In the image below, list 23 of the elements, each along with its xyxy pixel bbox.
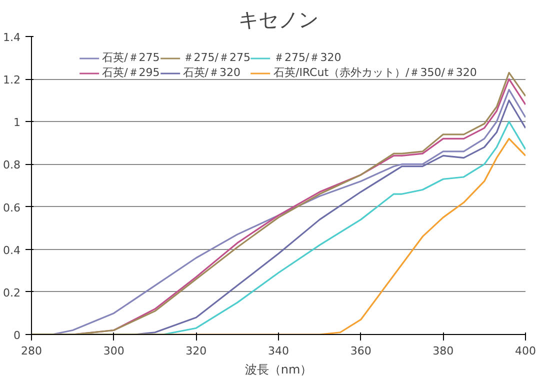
chart-title: キセノン [238,8,318,32]
x-axis-title: 波長（nm） [244,362,312,376]
y-tick-label: 1 [14,116,20,130]
x-tick-label: 400 [515,344,536,358]
x-tick-label: 300 [103,344,124,358]
legend-label: 石英/＃295 [102,65,160,80]
legend-label: 石英/＃320 [182,65,240,80]
legend-label: 石英/IRCut（赤外カット）/＃350/＃320 [273,65,477,80]
y-tick-label: 0 [14,329,20,342]
x-tick-label: 340 [268,344,289,358]
y-tick-label: 0.8 [3,158,21,172]
x-tick-label: 380 [432,344,454,358]
x-tick-label: 360 [350,344,372,358]
y-tick-label: 0.2 [3,286,21,300]
y-tick-label: 0.6 [3,201,21,214]
y-tick-label: 0.4 [3,244,21,257]
legend-label: 石英/＃275 [102,50,160,65]
x-tick-label: 320 [186,344,207,358]
x-tick-label: 280 [21,344,42,358]
y-tick-label: 1.4 [3,31,21,44]
legend-label: ＃275/＃320 [273,50,342,65]
y-tick-label: 1.2 [3,74,21,87]
legend-label: ＃275/＃275 [182,50,250,65]
